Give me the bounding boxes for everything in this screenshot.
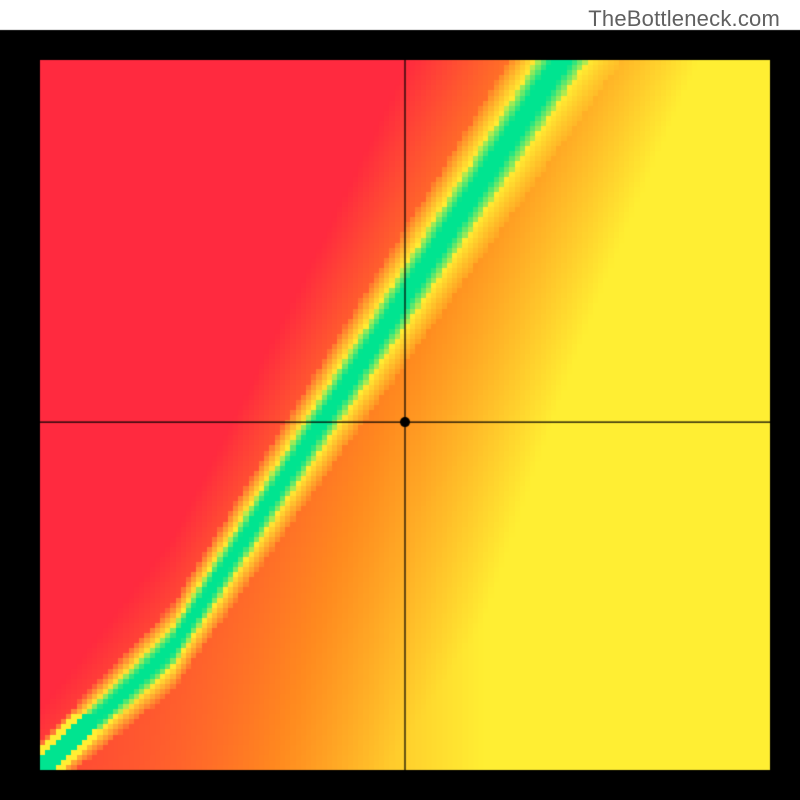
bottleneck-heatmap <box>0 0 800 800</box>
watermark-text: TheBottleneck.com <box>588 6 780 32</box>
